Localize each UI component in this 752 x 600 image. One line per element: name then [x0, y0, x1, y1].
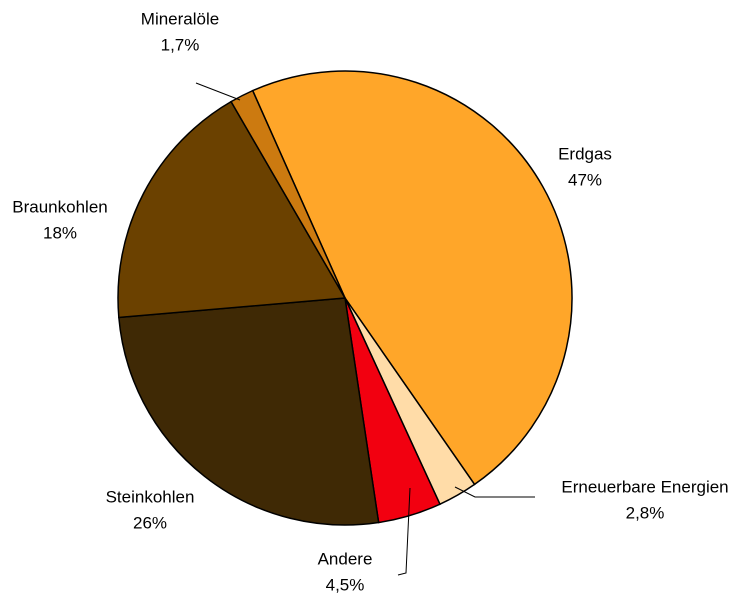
pie-slice [118, 297, 380, 526]
slice-value-label: 47% [568, 170, 602, 189]
leader-line [397, 487, 411, 576]
slice-label: Braunkohlen [12, 197, 107, 216]
pie-slice [251, 70, 573, 486]
slice-value-label: 4,5% [326, 575, 365, 594]
slice-label: Steinkohlen [106, 487, 195, 506]
slice-label: Erneuerbare Energien [561, 477, 728, 496]
slice-value-label: 2,8% [626, 503, 665, 522]
slice-label: Andere [318, 549, 373, 568]
pie-slice [117, 100, 347, 319]
leader-line [454, 486, 535, 498]
slice-value-label: 1,7% [161, 35, 200, 54]
leader-line [195, 82, 241, 101]
slice-label: Mineralöle [141, 9, 219, 28]
pie-slice [230, 89, 346, 299]
slice-label: Erdgas [558, 144, 612, 163]
slice-value-label: 18% [43, 223, 77, 242]
slice-value-label: 26% [133, 513, 167, 532]
